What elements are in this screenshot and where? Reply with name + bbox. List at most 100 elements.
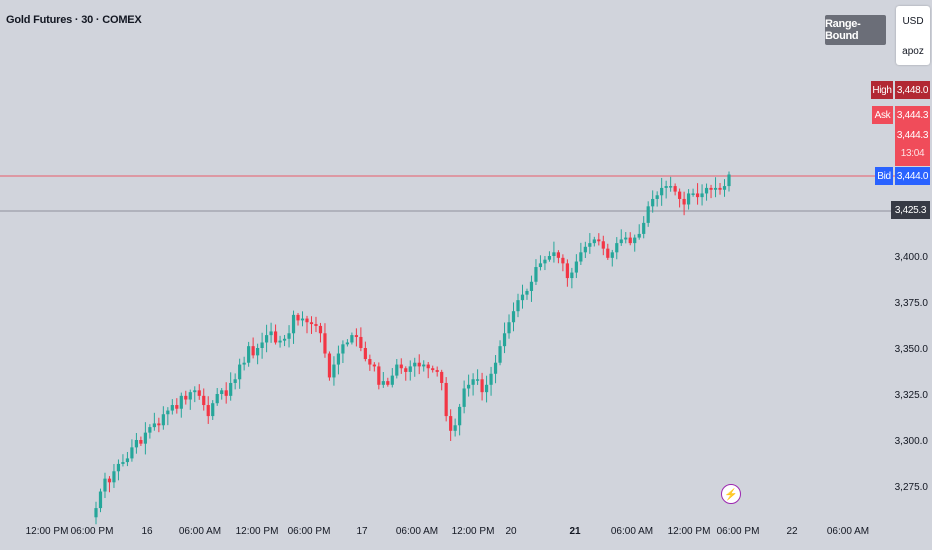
candle-body <box>166 410 170 415</box>
candle-body <box>269 331 273 336</box>
candle-body <box>507 322 511 334</box>
candle-body <box>215 394 219 404</box>
candle-body <box>148 427 152 433</box>
candle-body <box>368 359 372 365</box>
candle-body <box>624 237 628 240</box>
candle-body <box>664 186 668 188</box>
candle-body <box>651 198 655 207</box>
candle-body <box>615 243 619 253</box>
candle-body <box>224 390 228 396</box>
candle-body <box>300 318 305 321</box>
candle-body <box>453 425 457 431</box>
candle-body <box>193 390 197 393</box>
currency-unit-selector[interactable]: USD apoz <box>896 6 930 65</box>
lightning-bolt-icon[interactable]: ⚡ <box>721 484 741 504</box>
candle-body <box>655 195 659 199</box>
candle-body <box>318 325 323 334</box>
candle-body <box>570 272 574 279</box>
candle-body <box>152 423 156 428</box>
candle-body <box>238 364 242 380</box>
candle-body <box>229 382 233 396</box>
candle-body <box>471 379 475 385</box>
candle-body <box>359 336 363 348</box>
candle-body <box>278 340 282 343</box>
candle-body <box>552 252 556 256</box>
candle-body <box>502 333 507 347</box>
candle-body <box>184 395 188 400</box>
candle-body <box>601 241 605 249</box>
candle-body <box>336 353 341 365</box>
candle-body <box>588 243 592 247</box>
candle-body <box>574 261 578 273</box>
y-tick-label: 3,325.0 <box>895 390 929 401</box>
candle-body <box>350 335 354 343</box>
symbol-title[interactable]: Gold Futures · 30 · COMEX <box>6 14 142 26</box>
candle-body <box>116 463 121 472</box>
candle-body <box>354 335 358 337</box>
candle-body <box>242 362 246 365</box>
candle-body <box>327 353 332 378</box>
candle-body <box>134 440 139 448</box>
high-price-badge: 3,448.0 <box>895 81 930 99</box>
candle-body <box>179 395 183 409</box>
candle-body <box>538 263 543 268</box>
candle-body <box>475 379 480 381</box>
candle-body <box>395 364 399 376</box>
x-tick-label: 06:00 AM <box>179 526 221 537</box>
y-tick-label: 3,375.0 <box>895 298 929 309</box>
candle-body <box>462 388 466 407</box>
candle-body <box>637 233 641 238</box>
candle-body <box>610 252 614 258</box>
candle-body <box>547 256 552 260</box>
candle-body <box>188 392 192 400</box>
candle-body <box>467 384 471 389</box>
candle-body <box>130 447 134 459</box>
candle-body <box>211 403 215 417</box>
y-tick-label: 3,300.0 <box>895 436 929 447</box>
bar-countdown: 13:04 <box>900 147 925 159</box>
candle-body <box>642 222 646 234</box>
ask-tag: Ask <box>872 106 893 124</box>
x-tick-label: 12:00 PM <box>26 526 69 537</box>
candle-body <box>305 318 309 323</box>
x-tick-label: 06:00 PM <box>288 526 331 537</box>
candle-body <box>484 384 489 393</box>
candle-body <box>669 186 673 188</box>
candle-body <box>372 364 376 367</box>
candle-body <box>417 362 421 367</box>
bid-tag: Bid <box>875 167 893 185</box>
candle-body <box>264 335 269 343</box>
candle-body <box>413 362 417 367</box>
candle-body <box>390 375 394 385</box>
x-tick-label: 06:00 AM <box>396 526 438 537</box>
candle-body <box>480 379 484 393</box>
candle-body <box>529 281 534 291</box>
candle-body <box>628 237 632 244</box>
ask-price-badge: 3,444.3 <box>895 106 930 124</box>
x-tick-label: 16 <box>141 526 153 537</box>
candle-body <box>583 246 587 253</box>
candle-body <box>489 373 493 385</box>
candle-body <box>646 206 650 223</box>
candle-body <box>247 346 251 363</box>
candle-body <box>619 239 623 244</box>
candle-body <box>175 405 179 409</box>
candle-body <box>727 174 731 187</box>
x-tick-label: 06:00 AM <box>827 526 869 537</box>
candle-body <box>704 187 709 194</box>
candle-body <box>332 364 336 378</box>
y-tick-label: 3,350.0 <box>895 344 929 355</box>
x-tick-label: 20 <box>505 526 517 537</box>
x-tick-label: 22 <box>786 526 798 537</box>
candle-body <box>273 331 278 343</box>
candle-body <box>440 371 444 383</box>
candle-body <box>516 300 520 312</box>
currency-label[interactable]: USD <box>902 16 924 27</box>
unit-label[interactable]: apoz <box>902 46 924 57</box>
y-tick-label: 3,400.0 <box>895 252 929 263</box>
last-price-badge: 3,444.3 <box>896 129 929 141</box>
candle-body <box>493 362 498 374</box>
candle-body <box>556 252 561 258</box>
y-tick-label: 3,275.0 <box>895 482 929 493</box>
